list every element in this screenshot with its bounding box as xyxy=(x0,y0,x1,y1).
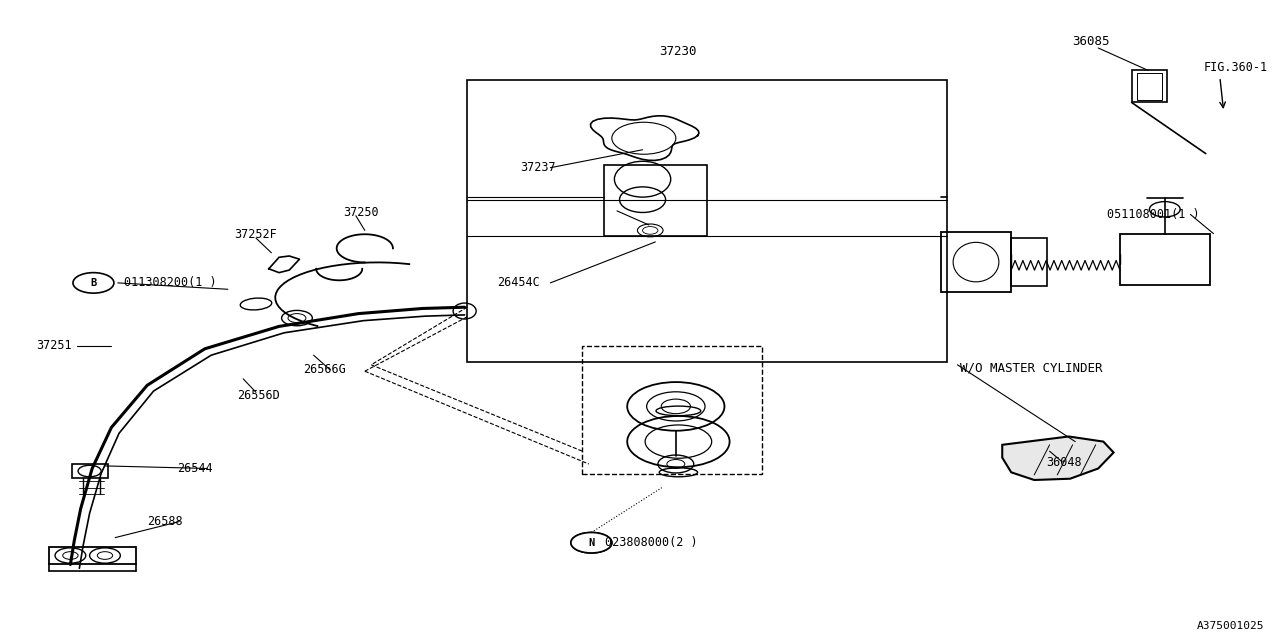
Text: 37230: 37230 xyxy=(659,45,698,58)
Circle shape xyxy=(73,273,114,293)
Polygon shape xyxy=(1002,436,1114,480)
Text: 37251: 37251 xyxy=(36,339,72,352)
Text: 26566G: 26566G xyxy=(303,364,346,376)
Text: A375001025: A375001025 xyxy=(1197,621,1265,631)
Text: 051108001(1 ): 051108001(1 ) xyxy=(1107,208,1199,221)
Text: 26544: 26544 xyxy=(177,462,212,475)
Text: 37237: 37237 xyxy=(520,161,556,174)
Text: W/O MASTER CYLINDER: W/O MASTER CYLINDER xyxy=(960,362,1102,374)
Bar xyxy=(72,464,108,478)
Text: 26454C: 26454C xyxy=(497,276,539,289)
Bar xyxy=(1011,238,1047,286)
Text: 26556D: 26556D xyxy=(237,389,279,402)
Bar xyxy=(49,547,136,564)
Bar xyxy=(1132,70,1167,102)
Bar xyxy=(604,165,707,236)
Text: 023808000(2 ): 023808000(2 ) xyxy=(605,536,698,549)
Text: 36085: 36085 xyxy=(1073,35,1110,48)
Text: 011308200(1 ): 011308200(1 ) xyxy=(124,276,216,289)
Bar xyxy=(1120,234,1210,285)
Text: 37252F: 37252F xyxy=(234,228,276,241)
Bar xyxy=(1137,73,1162,100)
Circle shape xyxy=(571,532,612,553)
Text: 36048: 36048 xyxy=(1046,456,1082,468)
Text: B: B xyxy=(91,278,96,288)
Text: 26588: 26588 xyxy=(147,515,183,528)
Text: 37250: 37250 xyxy=(343,206,379,219)
Text: N: N xyxy=(589,538,594,548)
Bar xyxy=(941,232,1011,292)
Text: FIG.360-1: FIG.360-1 xyxy=(1203,61,1267,74)
Bar xyxy=(467,80,947,362)
